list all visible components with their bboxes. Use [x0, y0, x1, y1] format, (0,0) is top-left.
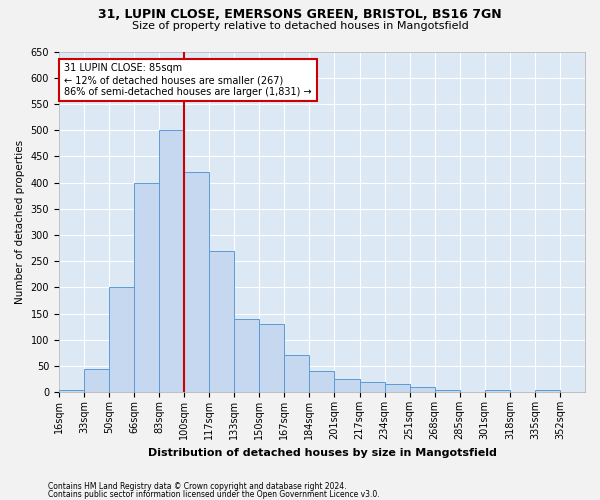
Bar [310, 371, 334, 392]
X-axis label: Distribution of detached houses by size in Mangotsfield: Distribution of detached houses by size … [148, 448, 496, 458]
Bar [359, 382, 385, 392]
Bar [385, 384, 410, 392]
Text: 31, LUPIN CLOSE, EMERSONS GREEN, BRISTOL, BS16 7GN: 31, LUPIN CLOSE, EMERSONS GREEN, BRISTOL… [98, 8, 502, 20]
Bar [84, 368, 109, 392]
Bar [535, 390, 560, 392]
Bar [134, 182, 159, 392]
Bar [434, 390, 460, 392]
Text: Contains public sector information licensed under the Open Government Licence v3: Contains public sector information licen… [48, 490, 380, 499]
Bar [184, 172, 209, 392]
Y-axis label: Number of detached properties: Number of detached properties [15, 140, 25, 304]
Bar [410, 387, 434, 392]
Text: 31 LUPIN CLOSE: 85sqm
← 12% of detached houses are smaller (267)
86% of semi-det: 31 LUPIN CLOSE: 85sqm ← 12% of detached … [64, 64, 312, 96]
Bar [209, 250, 234, 392]
Bar [334, 379, 359, 392]
Text: Contains HM Land Registry data © Crown copyright and database right 2024.: Contains HM Land Registry data © Crown c… [48, 482, 347, 491]
Bar [259, 324, 284, 392]
Text: Size of property relative to detached houses in Mangotsfield: Size of property relative to detached ho… [131, 21, 469, 31]
Bar [109, 288, 134, 392]
Bar [485, 390, 510, 392]
Bar [159, 130, 184, 392]
Bar [234, 319, 259, 392]
Bar [59, 390, 84, 392]
Bar [284, 356, 310, 392]
